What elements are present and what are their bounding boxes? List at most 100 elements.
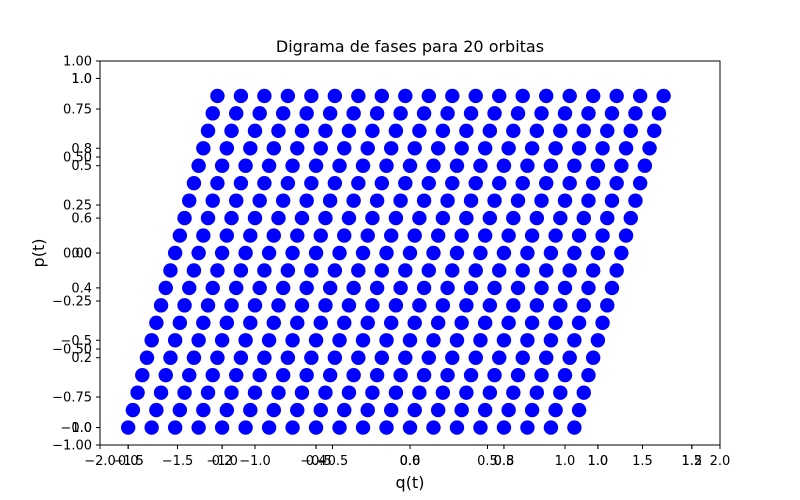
x-tick-label: −1.0 <box>239 454 271 469</box>
data-point <box>360 141 375 156</box>
data-point <box>149 402 164 418</box>
data-point <box>463 367 479 383</box>
data-point <box>632 175 648 191</box>
data-point <box>506 123 521 139</box>
data-point <box>562 175 577 191</box>
data-point <box>135 367 150 383</box>
data-point <box>543 420 559 435</box>
data-point <box>172 228 188 243</box>
data-point <box>153 298 169 313</box>
data-point <box>252 280 267 296</box>
data-point <box>520 333 535 348</box>
data-point <box>130 385 145 400</box>
data-point <box>294 385 310 400</box>
data-point <box>548 228 563 243</box>
data-point <box>562 88 577 104</box>
data-point <box>496 158 512 173</box>
data-point <box>618 141 634 156</box>
data-point <box>412 385 427 400</box>
data-point <box>510 106 526 121</box>
data-point <box>327 175 343 191</box>
data-point <box>304 88 319 104</box>
data-point <box>393 280 408 296</box>
data-point <box>266 228 281 243</box>
data-point <box>412 123 427 139</box>
data-point <box>125 402 141 418</box>
overlay-tick-labels: −1.5 −1.0 −0.5 0.0 0.5 1.0 1.5 1.0 0.5 0.0 −0.5 −1.… <box>60 72 702 469</box>
data-point <box>571 228 587 243</box>
data-point <box>337 228 352 243</box>
y-tick-label: −1.00 <box>52 439 92 454</box>
data-point <box>355 245 371 261</box>
data-point <box>369 193 385 208</box>
data-point <box>407 228 422 243</box>
data-point <box>426 158 441 173</box>
data-point <box>351 350 366 365</box>
x-tick-label: 1.5 <box>632 454 653 469</box>
data-point <box>191 333 206 348</box>
data-point <box>224 298 239 313</box>
data-point <box>435 298 451 313</box>
data-point <box>379 245 394 261</box>
data-point <box>275 193 291 208</box>
data-point <box>374 88 390 104</box>
data-point <box>398 175 413 191</box>
data-point <box>205 193 220 208</box>
data-point <box>163 263 178 278</box>
data-point <box>313 141 328 156</box>
data-point <box>280 88 296 104</box>
data-point <box>229 106 244 121</box>
data-point <box>463 106 479 121</box>
data-point <box>468 175 483 191</box>
data-point <box>229 193 244 208</box>
data-point <box>191 420 206 435</box>
data-point <box>233 88 249 104</box>
data-point <box>186 263 202 278</box>
data-point <box>341 210 357 226</box>
data-point <box>600 123 615 139</box>
data-point <box>463 280 479 296</box>
data-point <box>473 158 488 173</box>
data-point <box>369 280 385 296</box>
data-point <box>557 280 573 296</box>
data-point <box>252 193 267 208</box>
data-point <box>252 106 267 121</box>
overlay-y-tick-label: 0.6 <box>71 212 92 227</box>
data-point <box>553 123 568 139</box>
data-point <box>524 402 540 418</box>
data-point <box>332 420 347 435</box>
data-point <box>412 298 427 313</box>
data-point <box>600 210 615 226</box>
data-point <box>186 350 202 365</box>
data-point <box>440 106 455 121</box>
overlay-x-tick-label: 0.8 <box>494 454 515 469</box>
data-point <box>219 402 235 418</box>
data-point <box>360 402 375 418</box>
data-point <box>501 141 516 156</box>
data-point <box>275 367 291 383</box>
overlay-x-tick-label: −1.5 <box>112 454 144 469</box>
data-point <box>304 263 319 278</box>
data-point <box>581 106 596 121</box>
data-point <box>191 158 206 173</box>
data-point <box>196 228 211 243</box>
data-point <box>393 106 408 121</box>
data-point <box>355 420 371 435</box>
data-point <box>510 280 526 296</box>
data-point <box>623 123 638 139</box>
data-point <box>567 333 582 348</box>
data-point <box>266 141 281 156</box>
data-point <box>487 280 502 296</box>
overlay-y-tick-label: −0.5 <box>60 334 92 349</box>
data-point <box>454 315 469 331</box>
data-point <box>539 88 554 104</box>
data-point <box>562 350 577 365</box>
data-point <box>346 193 361 208</box>
data-point <box>261 245 277 261</box>
overlay-x-tick-label: 1.0 <box>588 454 609 469</box>
data-point <box>590 158 606 173</box>
data-point <box>360 228 375 243</box>
data-point <box>153 385 169 400</box>
